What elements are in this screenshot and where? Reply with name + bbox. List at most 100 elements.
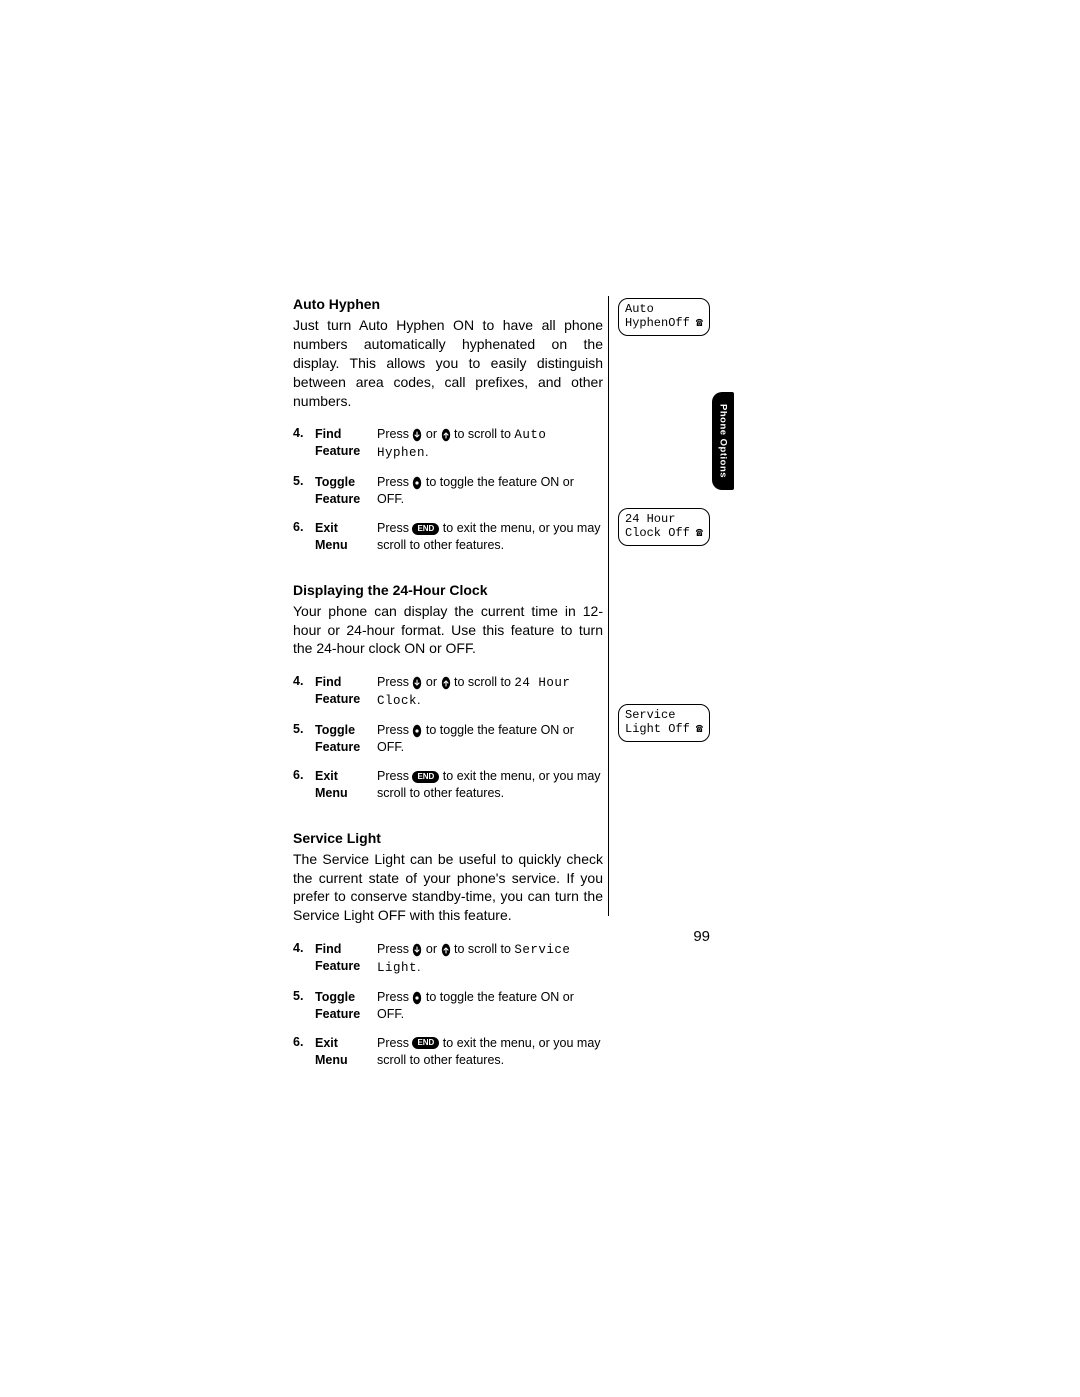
select-key-icon [412, 476, 422, 490]
select-key-icon [412, 724, 422, 738]
step-toggle: 5. Toggle Feature Press to toggle the fe… [293, 983, 603, 1029]
end-key-icon: END [412, 771, 439, 783]
step-number: 4. [293, 420, 315, 468]
page-number: 99 [610, 928, 710, 945]
step-find: 4. Find Feature Press or to scroll to 24… [293, 668, 603, 716]
step-exit: 6. Exit Menu Press END to exit the menu,… [293, 514, 603, 560]
text: Press [377, 675, 412, 689]
step-number: 4. [293, 935, 315, 983]
vertical-divider [608, 296, 609, 916]
lcd-service-light: Service Light Off ☎ [618, 704, 710, 742]
step-description: Press to toggle the feature ON or OFF. [377, 983, 603, 1029]
step-label: Exit Menu [315, 514, 377, 560]
text: or [422, 942, 440, 956]
text: to scroll to [451, 427, 515, 441]
text: . [425, 445, 428, 459]
select-key-icon [412, 991, 422, 1005]
text: . [417, 960, 420, 974]
step-description: Press END to exit the menu, or you may s… [377, 514, 603, 560]
step-description: Press END to exit the menu, or you may s… [377, 762, 603, 808]
section-24-hour-clock: Displaying the 24-Hour Clock Your phone … [293, 582, 603, 808]
body-text: Your phone can display the current time … [293, 602, 603, 659]
steps-list: 4. Find Feature Press or to scroll to Au… [293, 420, 603, 559]
text: Press [377, 942, 412, 956]
lcd-screen: 24 Hour Clock Off ☎ [618, 508, 710, 546]
lcd-line1: Auto [625, 302, 703, 316]
down-key-icon [412, 676, 422, 690]
step-find: 4. Find Feature Press or to scroll to Se… [293, 935, 603, 983]
heading: Auto Hyphen [293, 296, 603, 312]
section-auto-hyphen: Auto Hyphen Just turn Auto Hyphen ON to … [293, 296, 603, 560]
step-description: Press END to exit the menu, or you may s… [377, 1029, 603, 1075]
step-label: Exit Menu [315, 762, 377, 808]
end-key-icon: END [412, 1037, 439, 1049]
step-find: 4. Find Feature Press or to scroll to Au… [293, 420, 603, 468]
lcd-auto-hyphen: Auto HyphenOff ☎ [618, 298, 710, 336]
main-content: Auto Hyphen Just turn Auto Hyphen ON to … [293, 296, 603, 1096]
section-service-light: Service Light The Service Light can be u… [293, 830, 603, 1075]
section-tab: Phone Options [712, 392, 734, 490]
up-key-icon [441, 676, 451, 690]
step-label: Exit Menu [315, 1029, 377, 1075]
steps-list: 4. Find Feature Press or to scroll to Se… [293, 935, 603, 1074]
lcd-text: Clock Off [625, 526, 690, 540]
up-key-icon [441, 428, 451, 442]
step-label: Toggle Feature [315, 468, 377, 514]
lcd-text: Light Off [625, 722, 690, 736]
lcd-line1: 24 Hour [625, 512, 703, 526]
lcd-screen: Service Light Off ☎ [618, 704, 710, 742]
text: Press [377, 990, 412, 1004]
step-toggle: 5. Toggle Feature Press to toggle the fe… [293, 716, 603, 762]
step-number: 5. [293, 468, 315, 514]
step-label: Find Feature [315, 420, 377, 468]
lcd-screen: Auto HyphenOff ☎ [618, 298, 710, 336]
step-number: 4. [293, 668, 315, 716]
text: Press [377, 427, 412, 441]
step-number: 5. [293, 983, 315, 1029]
step-label: Find Feature [315, 668, 377, 716]
down-key-icon [412, 428, 422, 442]
step-description: Press or to scroll to Auto Hyphen. [377, 420, 603, 468]
lcd-line2: Clock Off ☎ [625, 526, 703, 540]
lcd-line1: Service [625, 708, 703, 722]
step-number: 6. [293, 1029, 315, 1075]
step-exit: 6. Exit Menu Press END to exit the menu,… [293, 762, 603, 808]
phone-icon: ☎ [696, 316, 703, 330]
step-number: 5. [293, 716, 315, 762]
step-label: Find Feature [315, 935, 377, 983]
step-toggle: 5. Toggle Feature Press to toggle the fe… [293, 468, 603, 514]
step-description: Press or to scroll to Service Light. [377, 935, 603, 983]
lcd-text: HyphenOff [625, 316, 690, 330]
manual-page: Auto Hyphen Just turn Auto Hyphen ON to … [0, 0, 1080, 1397]
phone-icon: ☎ [696, 722, 703, 736]
text: or [422, 675, 440, 689]
text: or [422, 427, 440, 441]
down-key-icon [412, 943, 422, 957]
step-number: 6. [293, 762, 315, 808]
text: to scroll to [451, 675, 515, 689]
step-description: Press or to scroll to 24 Hour Clock. [377, 668, 603, 716]
end-key-icon: END [412, 523, 439, 535]
lcd-24-hour: 24 Hour Clock Off ☎ [618, 508, 710, 546]
step-exit: 6. Exit Menu Press END to exit the menu,… [293, 1029, 603, 1075]
text: Press [377, 521, 412, 535]
body-text: Just turn Auto Hyphen ON to have all pho… [293, 316, 603, 410]
text: . [417, 693, 420, 707]
text: Press [377, 1036, 412, 1050]
text: Press [377, 475, 412, 489]
text: Press [377, 769, 412, 783]
lcd-line2: Light Off ☎ [625, 722, 703, 736]
text: to scroll to [451, 942, 515, 956]
body-text: The Service Light can be useful to quick… [293, 850, 603, 926]
step-description: Press to toggle the feature ON or OFF. [377, 716, 603, 762]
step-number: 6. [293, 514, 315, 560]
phone-icon: ☎ [696, 526, 703, 540]
step-label: Toggle Feature [315, 983, 377, 1029]
heading: Displaying the 24-Hour Clock [293, 582, 603, 598]
step-label: Toggle Feature [315, 716, 377, 762]
steps-list: 4. Find Feature Press or to scroll to 24… [293, 668, 603, 807]
heading: Service Light [293, 830, 603, 846]
text: Press [377, 723, 412, 737]
lcd-line2: HyphenOff ☎ [625, 316, 703, 330]
step-description: Press to toggle the feature ON or OFF. [377, 468, 603, 514]
